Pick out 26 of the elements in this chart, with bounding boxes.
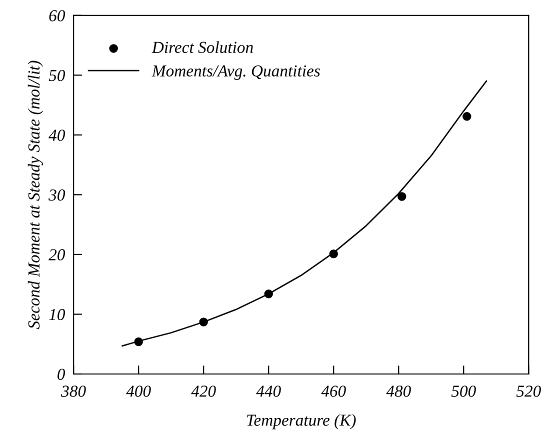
y-tick-label: 20 [48,249,66,260]
legend-label: Moments/Avg. Quantities [152,65,320,80]
y-axis-title: Second Moment at Steady State (mol/lit) [28,60,44,329]
point [398,192,406,201]
y-tick-label: 0 [58,368,66,380]
x-tick-label: 520 [516,386,541,397]
point [329,250,338,258]
y-tick-label: 50 [48,70,66,82]
line-series [122,80,488,347]
x-tick-label: 500 [451,386,476,397]
point [462,112,472,121]
y-tick-label: 40 [48,130,66,141]
point [264,290,273,298]
y-tick-label: 60 [49,10,66,22]
x-tick-label: 460 [321,386,346,397]
x-tick-label: 440 [256,386,281,397]
point [199,318,208,326]
x-tick-label: 420 [191,386,216,397]
point [134,337,143,346]
x-tick-label: 380 [61,386,86,397]
x-axis-title: Temperature (K) [247,414,356,430]
x-tick-label: 400 [126,386,151,397]
x-tick-label: 480 [386,386,411,397]
y-tick-label: 10 [49,308,66,320]
y-tick-label: 30 [48,189,66,201]
legend-label: Direct Solution [152,41,253,54]
